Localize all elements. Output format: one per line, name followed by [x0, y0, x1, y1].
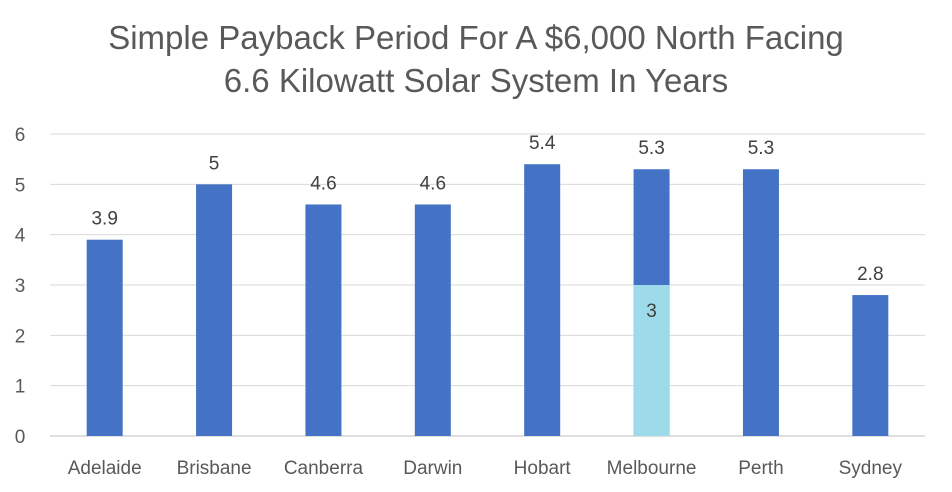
x-tick-label: Canberra — [284, 458, 364, 479]
bar-perth — [742, 169, 779, 436]
y-tick-label: 4 — [15, 226, 26, 247]
bar-adelaide — [86, 239, 123, 436]
y-tick-label: 2 — [15, 326, 26, 347]
bar-hobart — [524, 164, 561, 436]
chart-title-line-1: Simple Payback Period For A $6,000 North… — [108, 19, 844, 56]
x-tick-label: Adelaide — [68, 458, 142, 479]
x-tick-label: Hobart — [514, 458, 572, 479]
data-label: 5.4 — [529, 133, 556, 154]
y-tick-label: 1 — [15, 377, 26, 398]
bar-sydney — [852, 295, 889, 436]
data-label: 5.3 — [748, 138, 774, 159]
x-tick-label: Brisbane — [177, 458, 252, 479]
x-tick-label: Darwin — [403, 458, 462, 479]
y-tick-label: 6 — [15, 125, 26, 146]
data-label: 5.3 — [638, 138, 664, 159]
overlay-bar-melbourne — [633, 285, 670, 436]
data-label: 3.9 — [91, 209, 117, 230]
y-tick-label: 3 — [15, 276, 26, 297]
overlay-data-label: 3 — [646, 301, 657, 322]
x-tick-label: Sydney — [839, 458, 903, 479]
bar-brisbane — [196, 184, 233, 436]
x-tick-label: Melbourne — [607, 458, 697, 479]
y-tick-label: 0 — [15, 427, 26, 448]
x-tick-label: Perth — [738, 458, 783, 479]
data-label: 4.6 — [420, 173, 446, 194]
chart-title-line-2: 6.6 Kilowatt Solar System In Years — [223, 62, 729, 99]
bar-darwin — [414, 204, 451, 436]
y-tick-label: 5 — [15, 175, 26, 196]
data-label: 5 — [209, 153, 220, 174]
data-label: 2.8 — [857, 264, 883, 285]
data-label: 4.6 — [310, 173, 336, 194]
bar-canberra — [305, 204, 342, 436]
